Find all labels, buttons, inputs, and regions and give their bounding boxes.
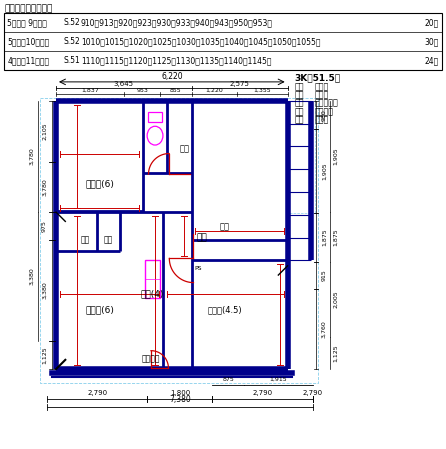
Text: 855: 855 — [170, 88, 182, 93]
Text: 975: 975 — [42, 220, 47, 232]
Text: 3,380: 3,380 — [42, 282, 47, 299]
Text: 20戸: 20戸 — [425, 18, 439, 27]
Text: 1,800: 1,800 — [170, 390, 190, 396]
Bar — [145, 260, 160, 298]
Text: 浴室: 浴室 — [180, 145, 190, 154]
Text: 2,790: 2,790 — [303, 390, 323, 396]
Bar — [149, 111, 162, 122]
Text: 2,790: 2,790 — [253, 390, 273, 396]
Text: 4階建（11号棟）: 4階建（11号棟） — [7, 56, 50, 65]
Text: 7,380: 7,380 — [169, 395, 191, 404]
Text: 和室２(4.5): 和室２(4.5) — [208, 306, 242, 315]
Text: ：浄化槽: ：浄化槽 — [314, 107, 334, 116]
Text: 3,780: 3,780 — [29, 148, 34, 165]
Text: 1010～1015・1020～1025・1030～1035・1040～1045・1050～1055号: 1010～1015・1020～1025・1030～1035・1040～1045・… — [81, 37, 320, 46]
Text: 910～913・920～923・930～933・940～943・950～953号: 910～913・920～923・930～933・940～943・950～953号 — [81, 18, 273, 27]
Text: 953: 953 — [136, 88, 148, 93]
Text: 2,575: 2,575 — [230, 81, 250, 87]
Text: 3,780: 3,780 — [42, 178, 47, 196]
Text: 押入: 押入 — [220, 222, 230, 231]
Text: 1,905: 1,905 — [334, 148, 339, 165]
Text: 875: 875 — [222, 377, 234, 382]
Text: 和室３(6): 和室３(6) — [86, 306, 115, 315]
Text: 浴槽: 浴槽 — [294, 90, 304, 99]
Text: 1,875: 1,875 — [334, 228, 339, 246]
Text: ：水洗: ：水洗 — [314, 82, 329, 91]
Text: 便所: 便所 — [294, 82, 304, 91]
Text: 2,105: 2,105 — [42, 123, 47, 141]
Text: 台所(4): 台所(4) — [140, 290, 164, 299]
Text: 5階建（ 9号棟）: 5階建（ 9号棟） — [7, 18, 47, 27]
Text: 島村住宅　中層耐火: 島村住宅 中層耐火 — [4, 4, 53, 13]
Text: S.52: S.52 — [63, 18, 80, 27]
Text: 1,875: 1,875 — [322, 229, 326, 247]
Text: ガス: ガス — [294, 99, 304, 108]
Text: PS: PS — [194, 266, 202, 271]
Text: 5階建（10号棟）: 5階建（10号棟） — [7, 37, 50, 46]
Text: ：都市ガス: ：都市ガス — [314, 99, 338, 108]
Text: 玄関: 玄関 — [197, 233, 207, 242]
Text: ベランダ: ベランダ — [142, 354, 160, 363]
Text: 2,005: 2,005 — [334, 291, 339, 308]
Text: 24戸: 24戸 — [425, 56, 439, 65]
Text: 1,915: 1,915 — [270, 377, 287, 382]
Text: S.51: S.51 — [63, 56, 80, 65]
Text: ：無し: ：無し — [314, 116, 329, 125]
Text: 1,220: 1,220 — [206, 88, 223, 93]
Text: 980: 980 — [322, 109, 326, 121]
Text: 3,645: 3,645 — [114, 81, 134, 87]
Text: 1110～1115・1120～1125・1130～1135・1140～1145号: 1110～1115・1120～1125・1130～1135・1140～1145号 — [81, 56, 271, 65]
Text: S.52: S.52 — [63, 37, 80, 46]
Text: 6,220: 6,220 — [161, 72, 182, 81]
Text: ＥＶ: ＥＶ — [294, 116, 304, 125]
Text: 3,760: 3,760 — [322, 320, 326, 338]
Text: 1,125: 1,125 — [334, 344, 339, 362]
Text: 下水: 下水 — [294, 107, 304, 116]
Ellipse shape — [147, 126, 163, 145]
Text: 物入: 物入 — [80, 236, 90, 245]
Text: 1,355: 1,355 — [254, 88, 271, 93]
Text: 915: 915 — [322, 269, 326, 281]
Text: 和室１(6): 和室１(6) — [86, 180, 115, 189]
Bar — [40, 98, 318, 383]
Text: 2,790: 2,790 — [87, 390, 107, 396]
Bar — [288, 101, 315, 213]
Bar — [4, 13, 442, 70]
Text: 物入: 物入 — [103, 236, 113, 245]
Text: 1,125: 1,125 — [42, 346, 47, 364]
Text: 30戸: 30戸 — [424, 37, 439, 46]
Text: 3K　51.5㎡: 3K 51.5㎡ — [294, 73, 341, 82]
Text: 3,380: 3,380 — [29, 268, 34, 286]
Text: 1,905: 1,905 — [322, 163, 326, 180]
Text: 1,837: 1,837 — [81, 88, 99, 93]
Text: ：無し: ：無し — [314, 90, 329, 99]
